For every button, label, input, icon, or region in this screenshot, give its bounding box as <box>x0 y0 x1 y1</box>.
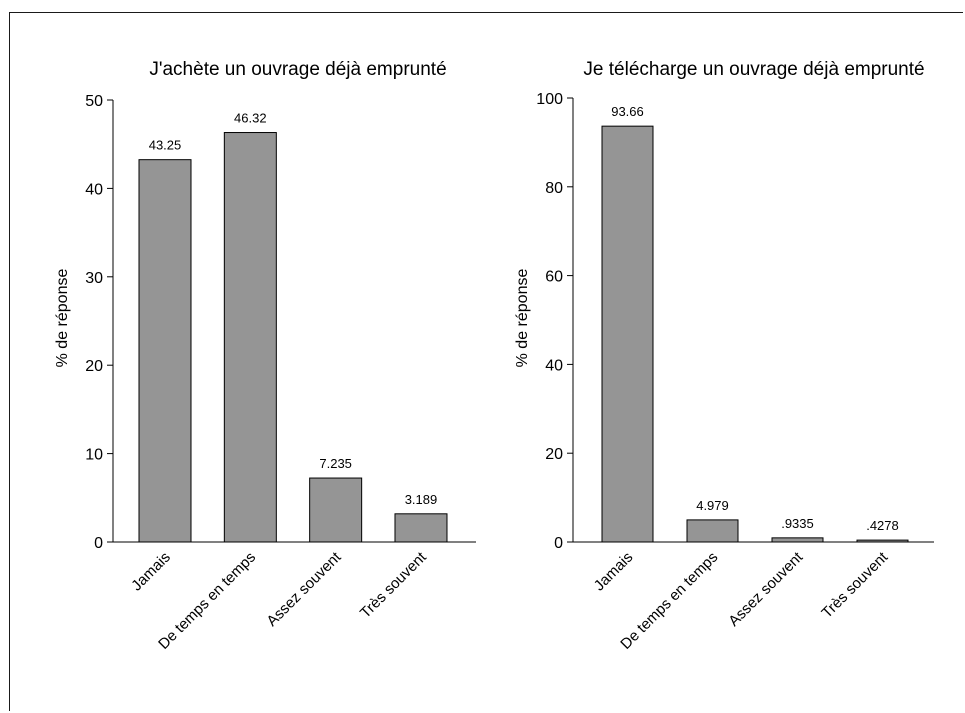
y-tick-label: 80 <box>545 180 563 197</box>
chart-panel-download: Je télécharge un ouvrage déjà emprunté %… <box>514 59 934 653</box>
y-tick-label: 50 <box>85 93 103 110</box>
y-tick-label: 40 <box>85 181 103 198</box>
data-label: 4.979 <box>696 498 729 513</box>
chart-title: J'achète un ouvrage déjà emprunté <box>149 59 446 80</box>
category-label: Très souvent <box>818 548 892 622</box>
bar <box>686 519 739 543</box>
category-label: Jamais <box>128 549 174 595</box>
category-label: De temps en temps <box>617 549 721 653</box>
data-labels: 43.25 46.32 7.235 3.189 <box>149 111 438 507</box>
category-label: De temps en temps <box>155 549 259 653</box>
y-axis-ticks: 0 10 20 30 40 50 <box>85 93 113 552</box>
data-label: .4278 <box>866 518 899 533</box>
chart-panel-buy: J'achète un ouvrage déjà emprunté % de r… <box>54 59 476 653</box>
data-label: 46.32 <box>234 111 267 126</box>
data-label: 7.235 <box>319 456 352 471</box>
data-label: 3.189 <box>405 492 438 507</box>
y-tick-label: 30 <box>85 270 103 287</box>
bar <box>394 513 448 543</box>
bar <box>138 159 192 543</box>
y-tick-label: 20 <box>545 446 563 463</box>
bars <box>601 125 909 543</box>
y-tick-label: 40 <box>545 357 563 374</box>
data-label: 93.66 <box>611 104 644 119</box>
y-tick-label: 10 <box>85 447 103 464</box>
figure-frame <box>9 12 963 711</box>
category-label: Assez souvent <box>263 548 345 630</box>
y-axis-label: % de réponse <box>54 269 71 368</box>
category-label: Très souvent <box>357 548 431 622</box>
y-tick-label: 0 <box>94 535 103 552</box>
data-labels: 93.66 4.979 .9335 .4278 <box>611 104 899 533</box>
y-axis-ticks: 0 20 40 60 80 100 <box>536 91 573 552</box>
category-label: Jamais <box>591 549 637 595</box>
data-label: .9335 <box>781 516 814 531</box>
bar <box>223 132 277 543</box>
y-tick-label: 20 <box>85 358 103 375</box>
chart-title: Je télécharge un ouvrage déjà emprunté <box>583 59 924 80</box>
bar <box>309 477 363 543</box>
y-tick-label: 60 <box>545 269 563 286</box>
y-tick-label: 0 <box>554 535 563 552</box>
data-label: 43.25 <box>149 138 182 153</box>
bars <box>138 132 448 543</box>
y-axis-label: % de réponse <box>514 269 531 368</box>
bar <box>601 125 654 543</box>
category-label: Assez souvent <box>725 548 807 630</box>
bar <box>771 537 824 543</box>
y-tick-label: 100 <box>536 91 563 108</box>
